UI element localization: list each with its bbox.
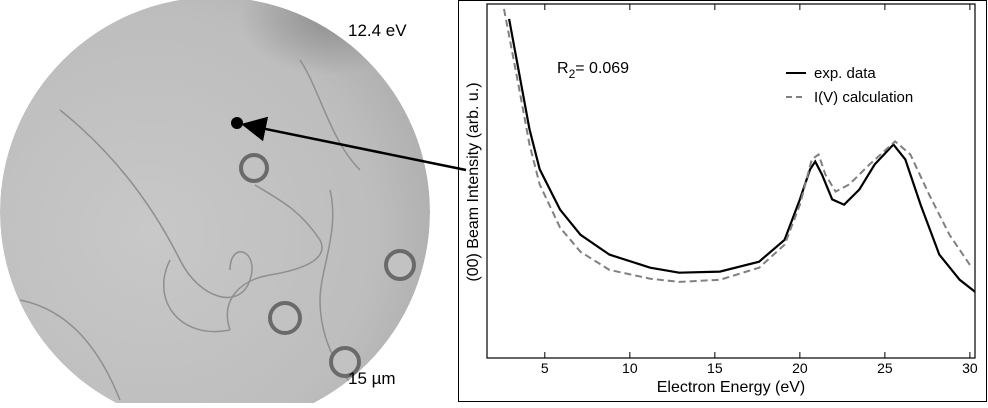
x-tick-label: 30	[962, 360, 978, 376]
arrow	[241, 116, 467, 172]
micrograph	[0, 0, 430, 408]
x-axis-label: Electron Energy (eV)	[657, 379, 806, 396]
x-tick-label: 5	[541, 360, 549, 376]
x-tick-label: 10	[622, 360, 638, 376]
chart-frame	[458, 0, 987, 402]
plot-area	[486, 3, 976, 359]
x-tick-label: 20	[792, 360, 808, 376]
annotation-rest: = 0.069	[575, 60, 629, 77]
legend-label: exp. data	[814, 65, 876, 82]
image-scale-label: 15 µm	[348, 369, 396, 388]
series-line	[503, 8, 971, 283]
image-energy-label: 12.4 eV	[348, 21, 407, 40]
legend-label: I(V) calculation	[814, 89, 913, 106]
annotation-text: R	[557, 60, 569, 77]
annotation-subscript: 2	[569, 67, 576, 81]
probe-dot	[231, 117, 243, 129]
x-tick-label: 25	[877, 360, 893, 376]
annotation: R2= 0.069	[557, 60, 629, 81]
y-axis-label: (00) Beam Intensity (arb. u.)	[465, 82, 482, 281]
x-tick-label: 15	[707, 360, 723, 376]
